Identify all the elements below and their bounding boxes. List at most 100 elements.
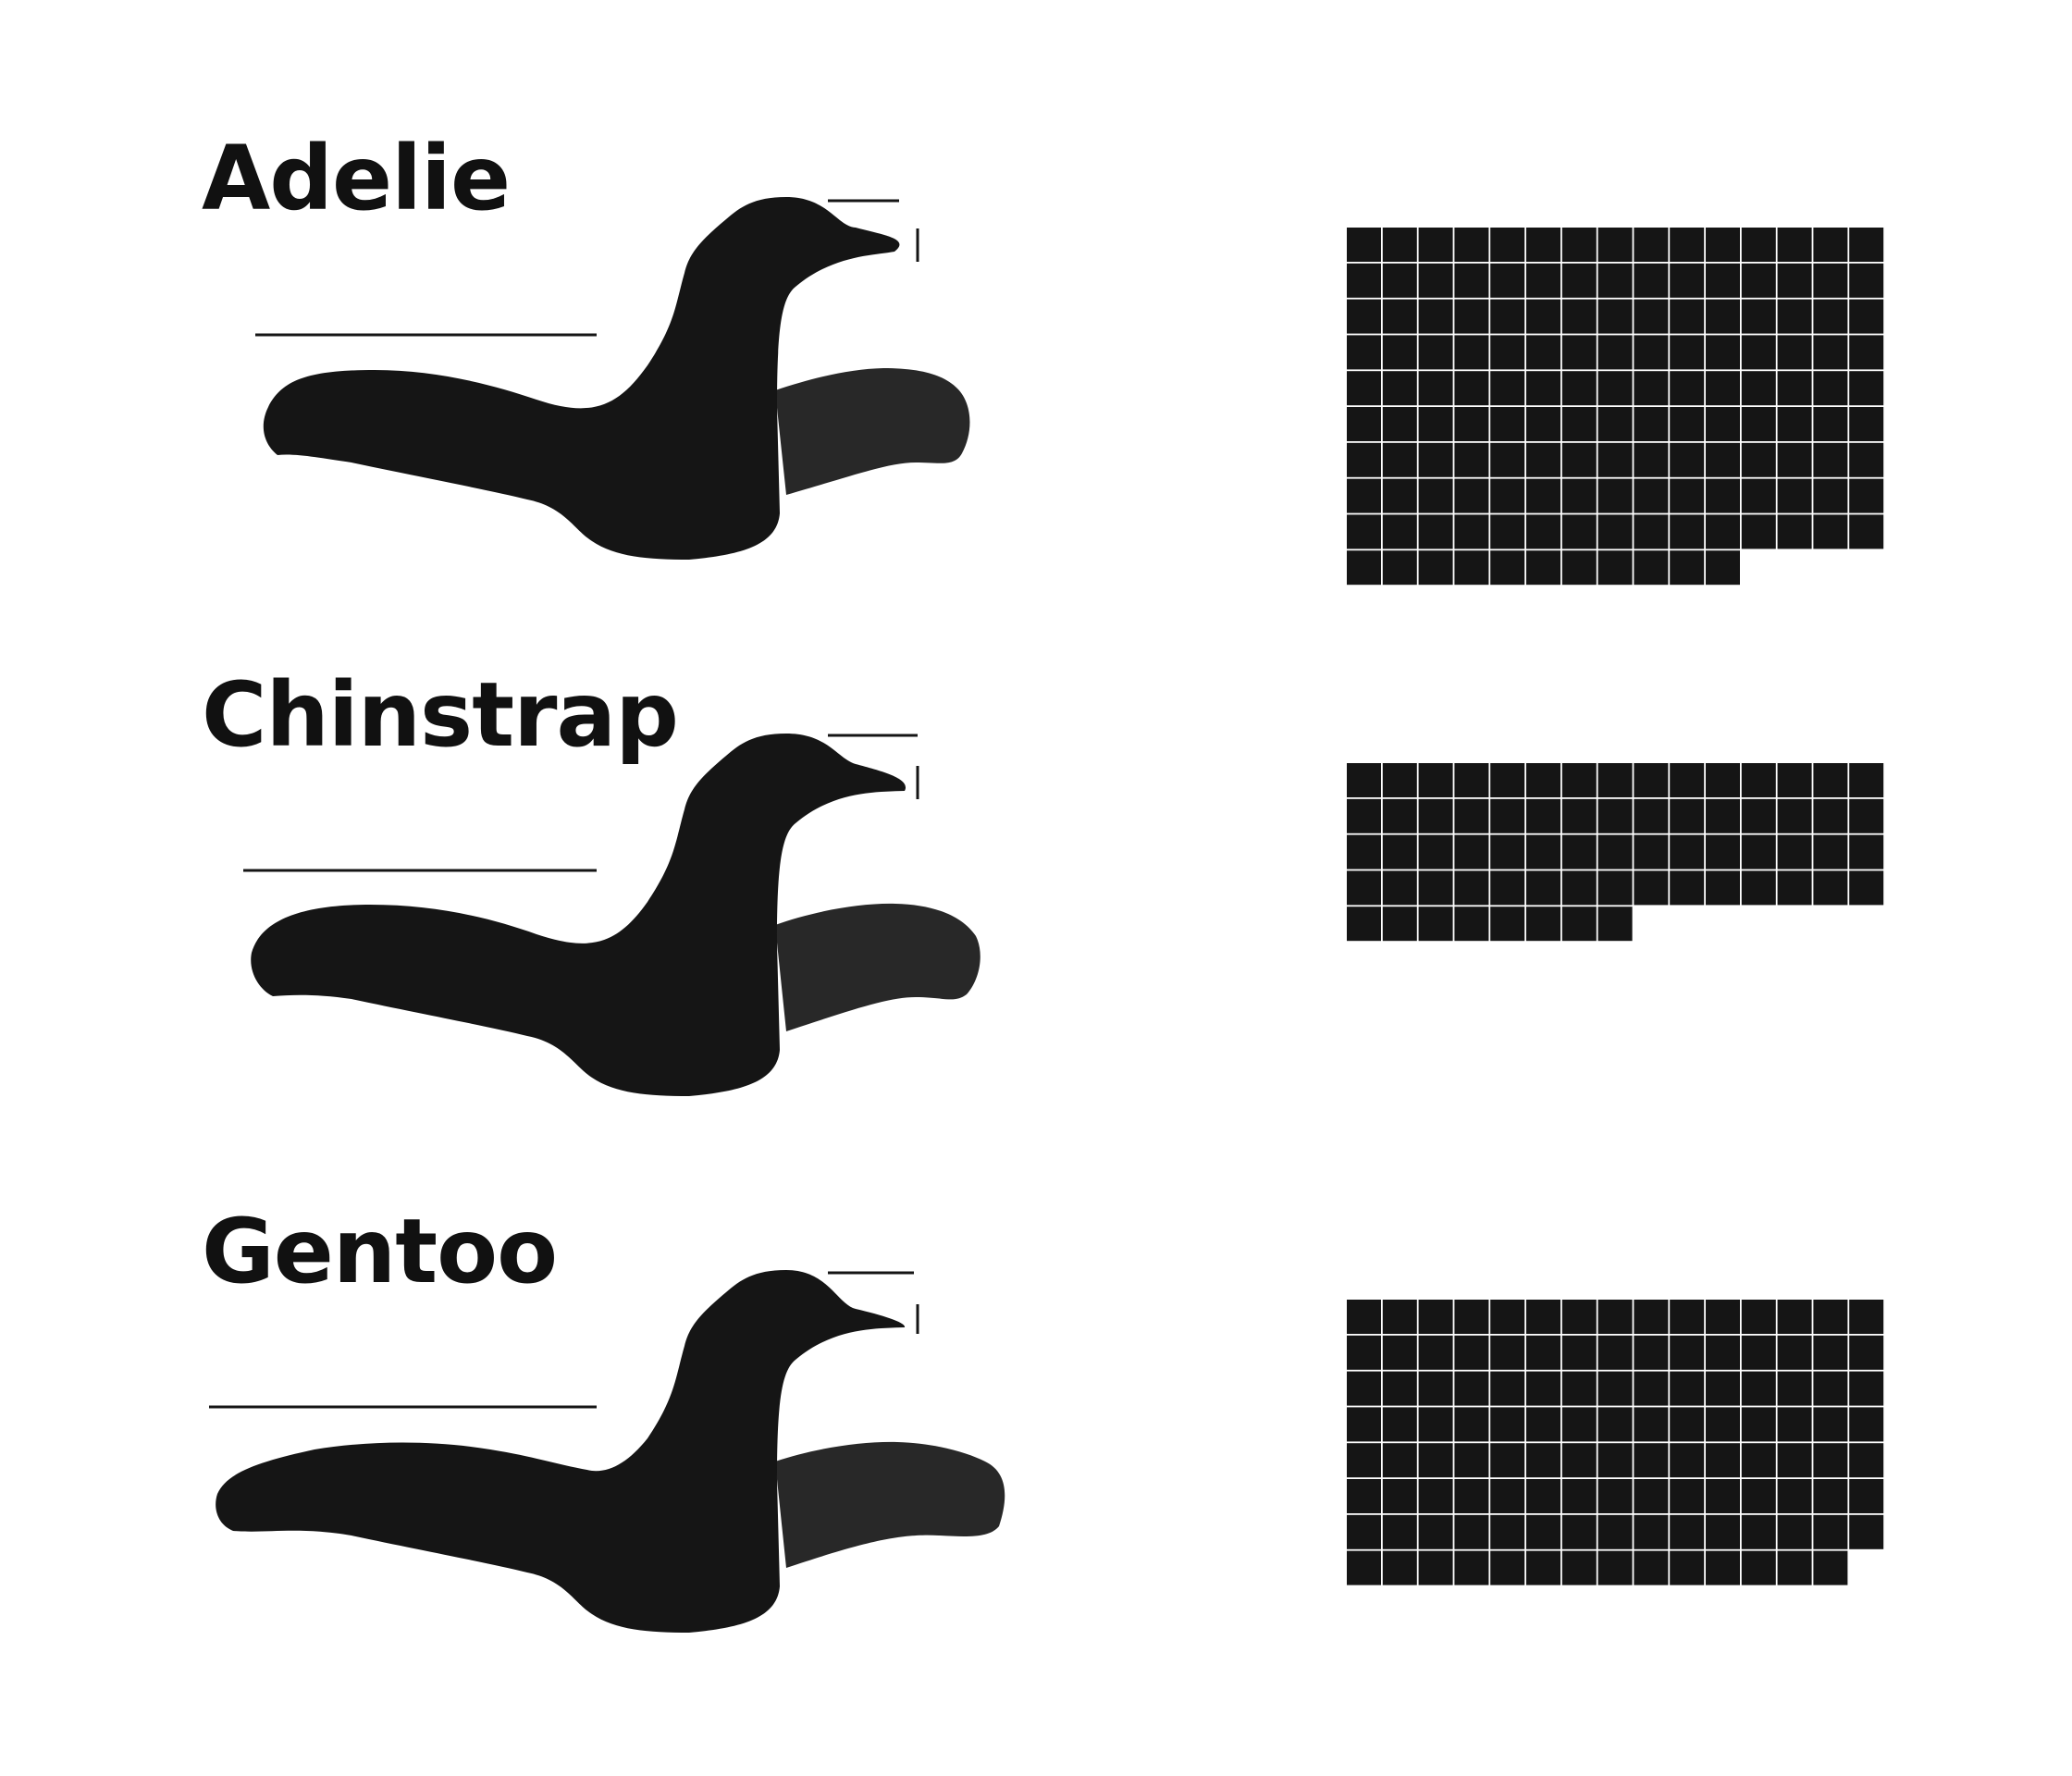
waffle-cell (1526, 1514, 1560, 1549)
waffle-cell (1634, 299, 1669, 334)
waffle-cell (1382, 798, 1417, 833)
species-label: Chinstrap (202, 663, 678, 767)
waffle-cell (1382, 478, 1417, 513)
waffle-cell (1418, 1550, 1453, 1585)
waffle-cell (1382, 1479, 1417, 1513)
waffle-cell (1634, 1407, 1669, 1442)
penguin-silhouette (263, 197, 970, 560)
waffle-cell (1706, 550, 1740, 586)
waffle-cell (1813, 834, 1848, 870)
waffle-cell (1777, 514, 1812, 549)
waffle-cell (1741, 335, 1776, 370)
waffle-cell (1418, 1514, 1453, 1549)
waffle-cell (1597, 763, 1633, 797)
waffle-cell (1813, 299, 1848, 334)
waffle-cell (1634, 1335, 1669, 1370)
waffle-cell (1561, 335, 1597, 370)
waffle-cell (1670, 1300, 1705, 1334)
waffle-grid (1347, 763, 1884, 942)
waffle-cell (1561, 263, 1597, 298)
waffle-cell (1670, 1407, 1705, 1442)
waffle-cell (1490, 1479, 1525, 1513)
waffle-cell (1490, 798, 1525, 833)
penguin-flipper (775, 903, 980, 1031)
waffle-cell (1382, 514, 1417, 549)
waffle-cell (1849, 228, 1884, 262)
waffle-cell (1670, 442, 1705, 477)
waffle-cell (1347, 1371, 1381, 1406)
waffle-cell (1561, 1514, 1597, 1549)
waffle-cell (1347, 299, 1381, 334)
waffle-cell (1382, 335, 1417, 370)
waffle-cell (1597, 335, 1633, 370)
waffle-cell (1849, 514, 1884, 549)
waffle-cell (1526, 1300, 1560, 1334)
waffle-cell (1561, 478, 1597, 513)
waffle-cell (1741, 1479, 1776, 1513)
waffle-cell (1347, 514, 1381, 549)
waffle-cell (1670, 834, 1705, 870)
waffle-cell (1561, 798, 1597, 833)
waffle-cell (1561, 1550, 1597, 1585)
waffle-cell (1777, 798, 1812, 833)
waffle-cell (1561, 834, 1597, 870)
waffle-cell (1849, 407, 1884, 441)
waffle-cell (1526, 478, 1560, 513)
waffle-cell (1347, 1514, 1381, 1549)
waffle-cell (1347, 834, 1381, 870)
waffle-cell (1526, 263, 1560, 298)
waffle-cell (1490, 299, 1525, 334)
waffle-cell (1706, 335, 1740, 370)
waffle-cell (1526, 798, 1560, 833)
waffle-cell (1597, 263, 1633, 298)
waffle-cell (1418, 335, 1453, 370)
waffle-cell (1382, 228, 1417, 262)
waffle-cell (1454, 550, 1489, 586)
waffle-cell (1741, 1335, 1776, 1370)
waffle-cell (1454, 371, 1489, 406)
waffle-cell (1813, 371, 1848, 406)
waffle-cell (1418, 299, 1453, 334)
waffle-cell (1347, 1479, 1381, 1513)
waffle-cell (1597, 1550, 1633, 1585)
waffle-cell (1597, 514, 1633, 549)
waffle-cell (1490, 407, 1525, 441)
waffle-cell (1454, 798, 1489, 833)
waffle-cell (1454, 299, 1489, 334)
waffle-cell (1382, 1371, 1417, 1406)
waffle-cell (1454, 478, 1489, 513)
waffle-cell (1670, 371, 1705, 406)
waffle-cell (1706, 514, 1740, 549)
waffle-cell (1813, 1407, 1848, 1442)
waffle-cell (1347, 478, 1381, 513)
waffle-cell (1777, 442, 1812, 477)
waffle-cell (1454, 906, 1489, 942)
waffle-cell (1561, 371, 1597, 406)
waffle-cell (1454, 228, 1489, 262)
waffle-cell (1454, 870, 1489, 906)
penguin-silhouette (216, 1270, 1005, 1633)
waffle-cell (1670, 798, 1705, 833)
waffle-cell (1634, 870, 1669, 906)
waffle-cell (1813, 478, 1848, 513)
species-label: Gentoo (202, 1200, 557, 1303)
waffle-cell (1634, 550, 1669, 586)
waffle-cell (1706, 299, 1740, 334)
waffle-cell (1490, 335, 1525, 370)
waffle-cell (1741, 1443, 1776, 1478)
waffle-cell (1454, 407, 1489, 441)
waffle-cell (1597, 1371, 1633, 1406)
waffle-cell (1490, 550, 1525, 586)
waffle-cell (1490, 442, 1525, 477)
waffle-cell (1526, 1479, 1560, 1513)
waffle-cell (1347, 906, 1381, 942)
waffle-cell (1382, 1335, 1417, 1370)
waffle-cell (1741, 514, 1776, 549)
waffle-cell (1347, 407, 1381, 441)
waffle-cell (1418, 407, 1453, 441)
waffle-cell (1813, 407, 1848, 441)
waffle-cell (1454, 1479, 1489, 1513)
waffle-cell (1490, 1407, 1525, 1442)
waffle-cell (1670, 228, 1705, 262)
waffle-cell (1490, 1443, 1525, 1478)
